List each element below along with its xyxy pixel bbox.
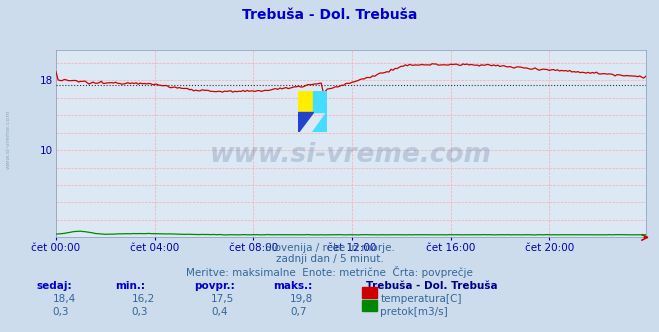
Text: temperatura[C]: temperatura[C] — [380, 294, 462, 304]
Text: 19,8: 19,8 — [290, 294, 313, 304]
Text: 18,4: 18,4 — [53, 294, 76, 304]
Text: min.:: min.: — [115, 281, 146, 290]
Bar — [298, 91, 312, 112]
Text: Slovenija / reke in morje.: Slovenija / reke in morje. — [264, 243, 395, 253]
Text: 0,7: 0,7 — [290, 307, 306, 317]
Text: 16,2: 16,2 — [132, 294, 155, 304]
Text: Trebuša - Dol. Trebuša: Trebuša - Dol. Trebuša — [366, 281, 498, 290]
Polygon shape — [312, 112, 328, 132]
Text: www.si-vreme.com: www.si-vreme.com — [5, 110, 11, 169]
Text: sedaj:: sedaj: — [36, 281, 72, 290]
Text: povpr.:: povpr.: — [194, 281, 235, 290]
Text: zadnji dan / 5 minut.: zadnji dan / 5 minut. — [275, 254, 384, 264]
Text: 0,3: 0,3 — [53, 307, 69, 317]
Text: Meritve: maksimalne  Enote: metrične  Črta: povprečje: Meritve: maksimalne Enote: metrične Črta… — [186, 266, 473, 278]
Text: 0,4: 0,4 — [211, 307, 227, 317]
Text: Trebuša - Dol. Trebuša: Trebuša - Dol. Trebuša — [242, 8, 417, 22]
Text: 17,5: 17,5 — [211, 294, 234, 304]
Bar — [312, 91, 328, 112]
Text: pretok[m3/s]: pretok[m3/s] — [380, 307, 448, 317]
Text: maks.:: maks.: — [273, 281, 313, 290]
Text: 0,3: 0,3 — [132, 307, 148, 317]
Text: www.si-vreme.com: www.si-vreme.com — [210, 142, 492, 168]
Polygon shape — [298, 112, 312, 132]
